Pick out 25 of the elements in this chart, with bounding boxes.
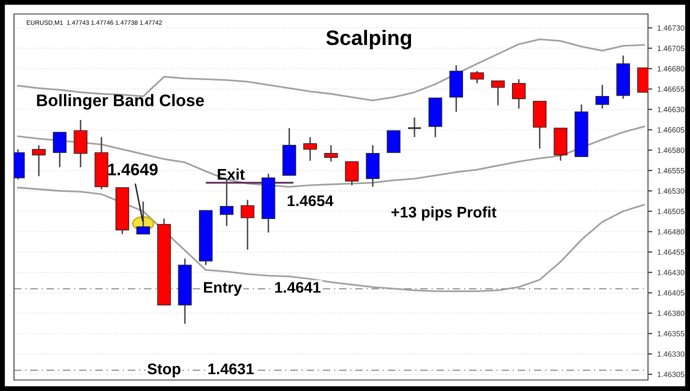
candlestick bbox=[303, 136, 317, 162]
annotation: 1.4631 bbox=[208, 364, 254, 374]
candlestick bbox=[220, 178, 234, 227]
candlestick bbox=[74, 119, 88, 168]
candlestick bbox=[407, 116, 422, 138]
annotation: 1.4649 bbox=[108, 164, 158, 176]
candlestick bbox=[595, 84, 610, 110]
annotation: 1.4654 bbox=[288, 195, 334, 206]
annotation: 1.4641 bbox=[275, 282, 321, 293]
line-series bbox=[17, 126, 645, 188]
annotation: +13 pips Profit bbox=[391, 206, 496, 221]
text: Scalping bbox=[326, 30, 412, 50]
candlestick bbox=[345, 160, 359, 186]
candlestick bbox=[470, 70, 484, 84]
candlestick bbox=[52, 132, 67, 168]
candlestick bbox=[386, 130, 400, 154]
annotation: Bollinger Band Close bbox=[37, 94, 204, 110]
candlestick bbox=[512, 78, 526, 110]
ref-line-label: Exit bbox=[218, 168, 245, 180]
ref-line-label: Entry bbox=[204, 282, 242, 296]
candlestick bbox=[324, 144, 338, 162]
candlestick bbox=[491, 80, 505, 106]
candlestick bbox=[32, 144, 46, 177]
ref-line-label: Stop bbox=[148, 364, 180, 378]
candlestick bbox=[240, 199, 254, 250]
